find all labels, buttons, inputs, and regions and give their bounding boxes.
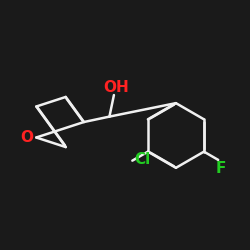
- Text: OH: OH: [104, 80, 129, 95]
- Text: F: F: [216, 161, 226, 176]
- Text: Cl: Cl: [134, 152, 150, 167]
- Text: O: O: [20, 130, 33, 145]
